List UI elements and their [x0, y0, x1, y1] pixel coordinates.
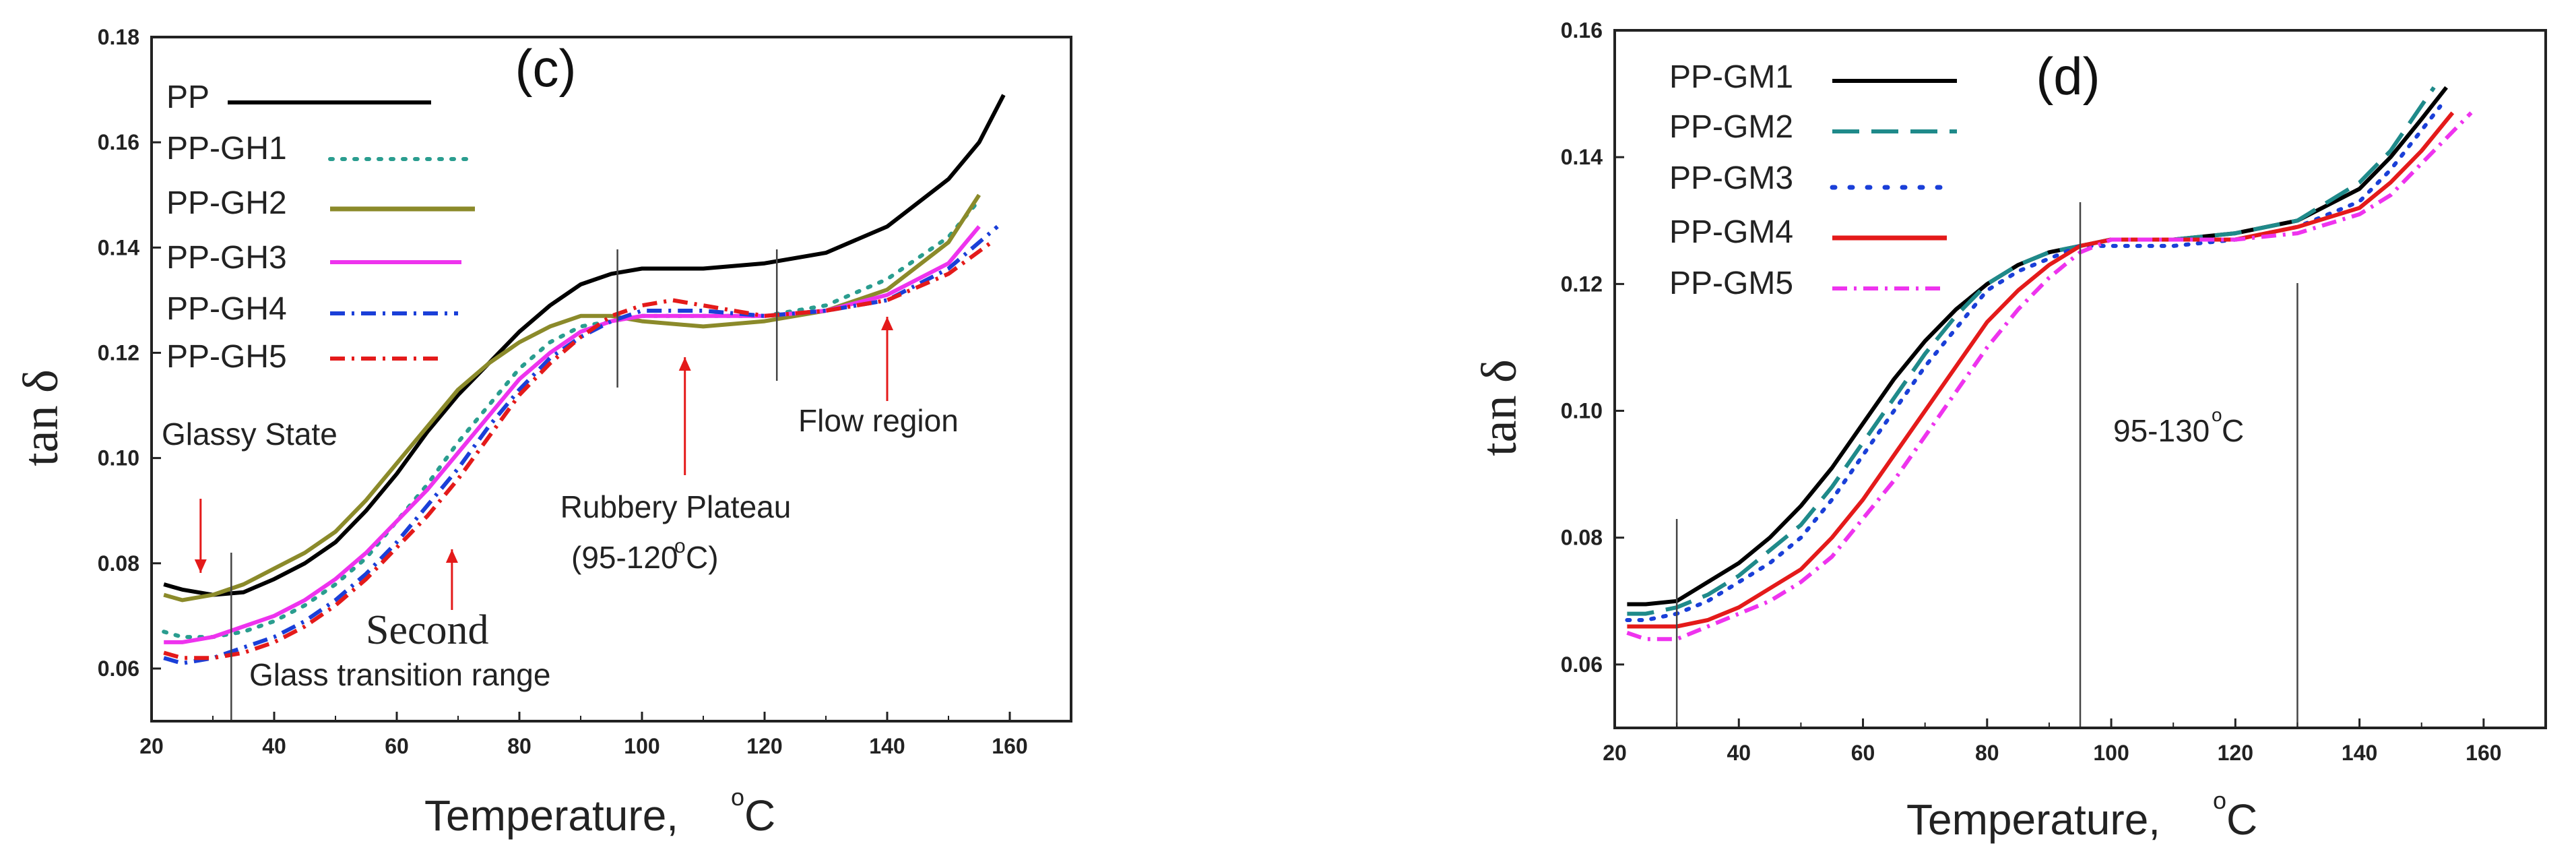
annotation-degree-mark: o [674, 535, 686, 557]
y-tick-label: 0.16 [98, 130, 139, 154]
legend-label: PP-GM1 [1669, 59, 1793, 95]
x-tick-label: 20 [139, 734, 164, 758]
y-tick-label: 0.16 [1561, 18, 1603, 42]
y-tick-label: 0.18 [98, 25, 139, 49]
x-tick-label: 20 [1603, 741, 1627, 765]
panel-d-x-axis-title: Temperature, [1906, 795, 2160, 844]
panel-c-plot-frame [150, 36, 1072, 723]
legend-label: PP [166, 80, 210, 115]
legend-label: PP-GH5 [166, 339, 287, 375]
panel-c-vertical-markers [230, 249, 778, 721]
series-line-pp [163, 94, 1006, 597]
series-line-pp-gh4 [163, 224, 999, 666]
legend-label: PP-GH1 [166, 131, 287, 166]
legend-label: PP-GM5 [1669, 266, 1793, 301]
annotation-arrow-head [881, 317, 893, 330]
x-tick-label: 120 [746, 734, 782, 758]
x-tick-label: 80 [507, 734, 532, 758]
annotation-arrow-head [445, 549, 458, 563]
annotation-rubbery-unit: C) [686, 540, 719, 575]
panel-d-series-group [1625, 86, 2473, 642]
panel-d-x-ticks: 20 40 60 80 100 120 140 160 [1603, 718, 2502, 765]
y-tick-label: 0.06 [1561, 652, 1603, 677]
x-tick-label: 120 [2218, 741, 2253, 765]
x-tick-label: 160 [2466, 741, 2501, 765]
panel-c-chart: 20 40 60 80 100 120 140 160 0.06 0.08 0.10 0.12 0.1… [13, 25, 1072, 840]
x-tick-label: 80 [1975, 741, 1999, 765]
panel-c-y-ticks: 0.06 0.08 0.10 0.12 0.14 0.16 0.18 [98, 25, 161, 681]
x-tick-label: 140 [2342, 741, 2377, 765]
y-tick-label: 0.10 [1561, 399, 1603, 423]
panel-d-y-axis-title: tan δ [1472, 359, 1527, 456]
x-tick-label: 160 [992, 734, 1027, 758]
series-line-pp-gh2 [163, 193, 981, 603]
annotation-rubbery-plateau: Rubbery Plateau [560, 489, 792, 524]
x-tick-label: 60 [1851, 741, 1875, 765]
series-line-pp-gm2 [1627, 86, 2436, 616]
panel-d-x-unit-c: C [2226, 795, 2257, 844]
panel-d-tag: (d) [2036, 47, 2100, 106]
y-tick-label: 0.10 [98, 446, 139, 470]
x-tick-label: 40 [262, 734, 286, 758]
y-tick-label: 0.06 [98, 656, 139, 681]
panel-c-x-unit-degree: o [731, 783, 744, 811]
annotation-flow-region: Flow region [798, 403, 959, 438]
panel-d-plot-frame [1613, 29, 2547, 729]
annotation-glass-transition: Glass transition range [249, 657, 550, 692]
annotation-arrow-head [678, 357, 691, 371]
panel-c-x-axis-title: Temperature, [424, 791, 678, 840]
legend-label: PP-GM4 [1669, 214, 1793, 250]
x-tick-label: 140 [869, 734, 905, 758]
legend-label: PP-GH4 [166, 291, 287, 327]
legend-label: PP-GH2 [166, 185, 287, 221]
legend-label: PP-GM3 [1669, 160, 1793, 196]
x-tick-label: 100 [624, 734, 659, 758]
panel-d-y-ticks: 0.06 0.08 0.10 0.12 0.14 0.16 [1561, 18, 1624, 677]
annotation-range-unit: C [2222, 413, 2244, 448]
panel-c-tag: (c) [515, 38, 577, 98]
x-tick-label: 40 [1727, 741, 1751, 765]
panel-c-x-ticks: 20 40 60 80 100 120 140 160 [139, 712, 1028, 758]
y-tick-label: 0.08 [98, 551, 139, 576]
y-tick-label: 0.12 [1561, 272, 1603, 296]
annotation-arrow-head [194, 559, 207, 573]
panel-c-arrows [194, 317, 893, 610]
panel-d-legend: PP-GM1 PP-GM2 PP-GM3 PP-GM4 PP-GM5 [1669, 59, 1957, 301]
y-tick-label: 0.12 [98, 340, 139, 365]
panel-d-vertical-markers [1675, 202, 2298, 728]
series-line-pp-gm4 [1627, 111, 2455, 629]
annotation-rubbery-range: (95-120 [571, 540, 678, 575]
annotation-second: Second [366, 607, 489, 653]
panel-d-chart: 20 40 60 80 100 120 140 160 0.06 0.08 0.10 0.12 0.1… [1472, 18, 2547, 844]
panel-c-series-group [162, 94, 1006, 666]
annotation-glassy-state: Glassy State [162, 417, 337, 452]
panel-c-y-axis-title: tan δ [13, 369, 69, 466]
panel-c-x-unit-c: C [744, 791, 775, 840]
x-tick-label: 60 [385, 734, 409, 758]
y-tick-label: 0.14 [1561, 145, 1603, 169]
y-tick-label: 0.08 [1561, 526, 1603, 550]
legend-label: PP-GM2 [1669, 109, 1793, 145]
panel-c-legend: PP PP-GH1 PP-GH2 PP-GH3 PP-GH4 PP-GH5 [166, 80, 477, 375]
x-tick-label: 100 [2093, 741, 2129, 765]
y-tick-label: 0.14 [98, 235, 139, 259]
panel-d-x-unit-degree: o [2213, 787, 2226, 814]
annotation-range-degree: o [2212, 404, 2222, 425]
legend-label: PP-GH3 [166, 240, 287, 276]
series-line-pp-gh5 [163, 241, 993, 661]
annotation-range: 95-130 [2113, 413, 2210, 448]
